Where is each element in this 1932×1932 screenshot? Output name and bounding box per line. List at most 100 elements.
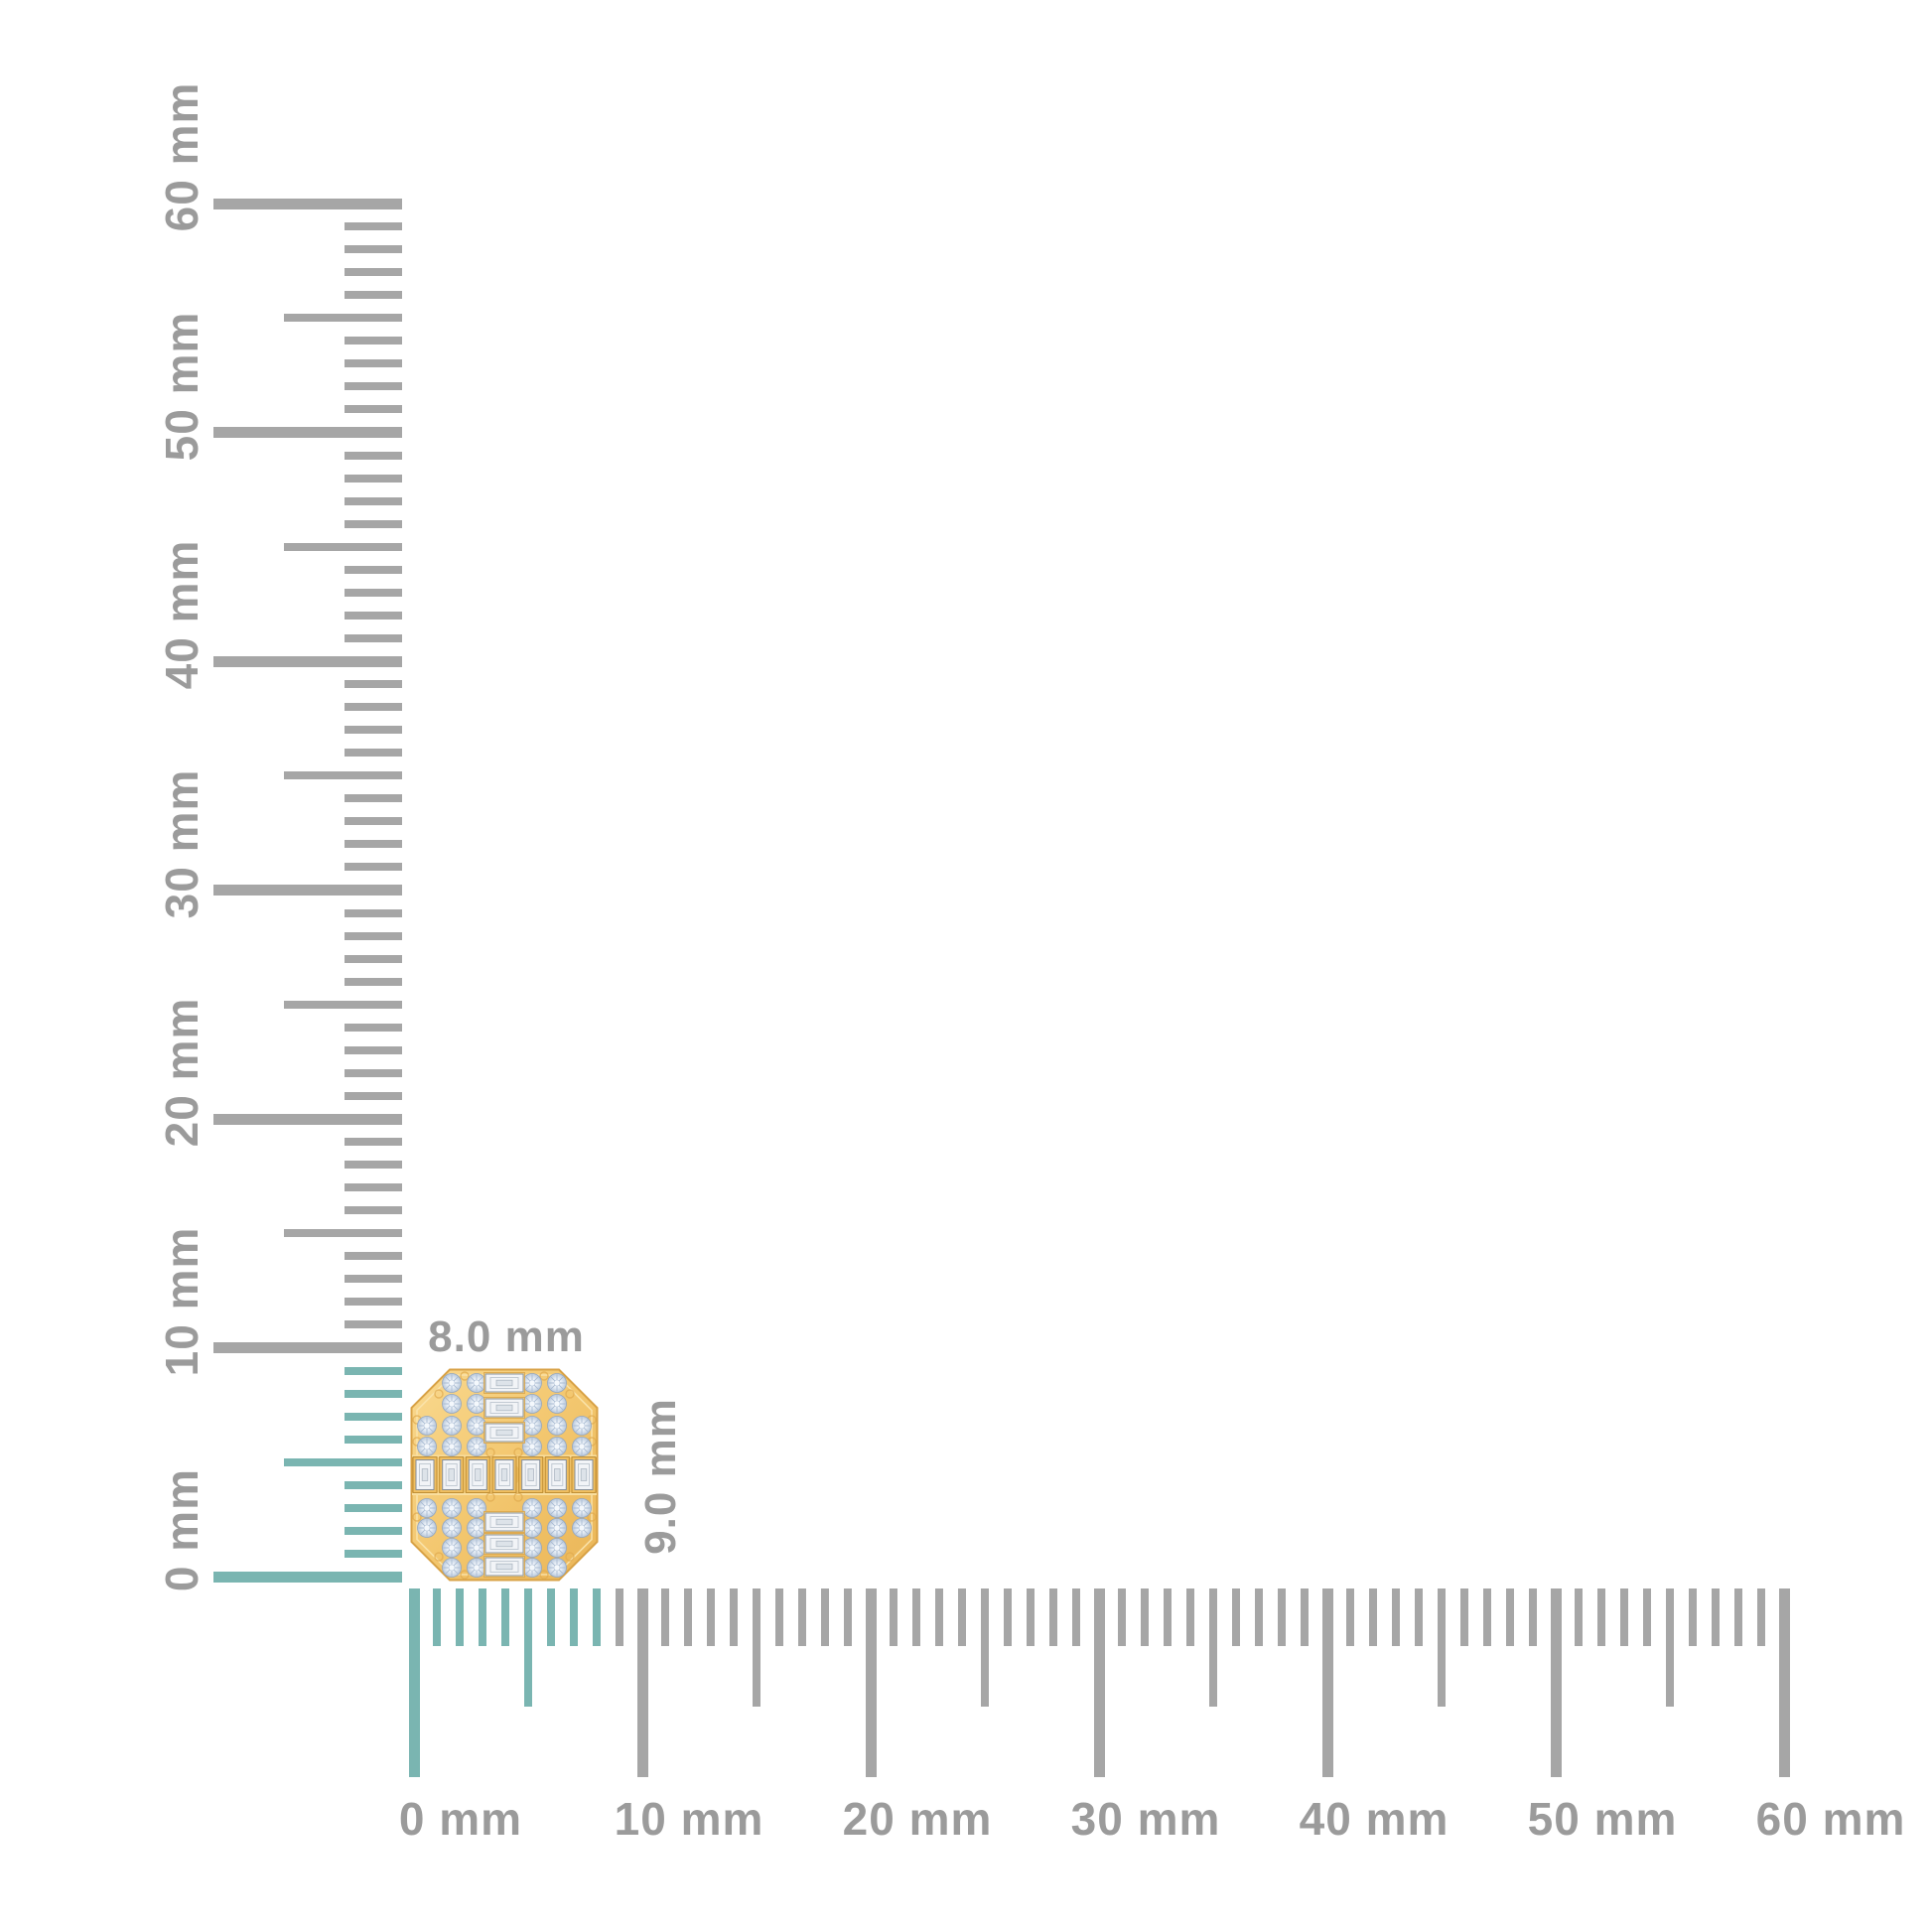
- h-ruler-tick: [1346, 1588, 1354, 1646]
- round-diamond: [417, 1437, 437, 1456]
- h-ruler-tick: [1209, 1588, 1217, 1707]
- h-ruler-label: 0 mm: [398, 1793, 523, 1845]
- v-ruler-tick: [345, 405, 402, 414]
- h-ruler-tick: [1597, 1588, 1605, 1646]
- h-ruler-tick: [981, 1588, 989, 1707]
- v-ruler-tick: [345, 1435, 402, 1444]
- baguette-diamond: [483, 1533, 525, 1555]
- round-diamond: [522, 1558, 542, 1578]
- h-ruler-tick: [935, 1588, 943, 1646]
- v-ruler-tick: [345, 291, 402, 300]
- v-ruler-tick: [213, 198, 402, 209]
- round-diamond: [547, 1373, 567, 1393]
- h-ruler-tick: [524, 1588, 532, 1707]
- h-ruler-tick: [501, 1588, 509, 1646]
- h-ruler-tick: [753, 1588, 760, 1707]
- v-ruler-tick: [213, 1571, 402, 1583]
- h-ruler-tick: [1141, 1588, 1149, 1646]
- v-ruler-tick: [345, 268, 402, 277]
- band-rail-bottom: [412, 1492, 597, 1495]
- round-diamond: [547, 1558, 567, 1578]
- h-ruler-tick: [1712, 1588, 1720, 1646]
- v-ruler-tick: [345, 359, 402, 368]
- v-ruler-tick: [345, 908, 402, 917]
- v-ruler-tick: [345, 1161, 402, 1170]
- h-ruler-label: 30 mm: [1070, 1793, 1221, 1845]
- v-ruler-tick: [345, 1206, 402, 1215]
- v-ruler-tick: [213, 885, 402, 896]
- h-ruler-tick: [775, 1588, 783, 1646]
- h-ruler-tick: [1415, 1588, 1423, 1646]
- v-ruler-tick: [345, 1526, 402, 1535]
- v-ruler-tick: [345, 680, 402, 689]
- v-ruler-tick: [284, 314, 402, 323]
- round-diamond: [572, 1498, 592, 1518]
- round-diamond: [417, 1518, 437, 1538]
- round-diamond: [467, 1373, 486, 1393]
- h-ruler-tick: [1550, 1588, 1562, 1777]
- round-diamond: [442, 1498, 462, 1518]
- h-ruler-tick: [821, 1588, 829, 1646]
- round-diamond: [442, 1518, 462, 1538]
- round-diamond: [417, 1498, 437, 1518]
- h-ruler-tick: [1392, 1588, 1400, 1646]
- v-ruler-tick: [345, 245, 402, 254]
- h-ruler-tick: [636, 1588, 648, 1777]
- baguette-diamond: [465, 1456, 490, 1493]
- h-ruler-tick: [456, 1588, 464, 1646]
- v-ruler-tick: [345, 726, 402, 735]
- h-ruler-tick: [1186, 1588, 1194, 1646]
- round-diamond: [522, 1518, 542, 1538]
- v-ruler-tick: [345, 1480, 402, 1489]
- h-ruler-tick: [1164, 1588, 1172, 1646]
- h-ruler-tick: [1460, 1588, 1468, 1646]
- h-ruler-tick: [844, 1588, 852, 1646]
- v-ruler-tick: [345, 496, 402, 505]
- h-ruler-tick: [1072, 1588, 1080, 1646]
- v-ruler-tick: [345, 1366, 402, 1375]
- h-ruler-tick: [1118, 1588, 1126, 1646]
- h-ruler-tick: [1027, 1588, 1035, 1646]
- v-ruler-tick: [345, 1045, 402, 1054]
- baguette-diamond: [544, 1456, 570, 1493]
- v-ruler-tick: [345, 1503, 402, 1512]
- round-diamond: [467, 1416, 486, 1436]
- baguette-diamond: [483, 1511, 525, 1533]
- band-rail-top: [412, 1454, 597, 1457]
- round-diamond: [547, 1437, 567, 1456]
- round-diamond: [442, 1558, 462, 1578]
- h-ruler-tick: [570, 1588, 578, 1646]
- h-ruler-tick: [1369, 1588, 1377, 1646]
- round-diamond: [442, 1373, 462, 1393]
- v-ruler-tick: [284, 542, 402, 551]
- round-diamond: [522, 1373, 542, 1393]
- round-diamond: [572, 1518, 592, 1538]
- v-ruler-tick: [345, 1389, 402, 1398]
- h-ruler-label: 20 mm: [842, 1793, 993, 1845]
- h-ruler-label: 40 mm: [1299, 1793, 1449, 1845]
- v-ruler-tick: [345, 1091, 402, 1100]
- v-ruler-label: 50 mm: [156, 311, 207, 461]
- product-height-label: 9.0 mm: [636, 1398, 685, 1555]
- round-diamond: [522, 1394, 542, 1414]
- h-ruler-tick: [1049, 1588, 1057, 1646]
- v-ruler-tick: [345, 1412, 402, 1421]
- v-ruler-tick: [213, 1342, 402, 1353]
- v-ruler-label: 20 mm: [156, 997, 207, 1148]
- v-ruler-label: 0 mm: [156, 1467, 207, 1592]
- baguette-diamond: [571, 1456, 597, 1493]
- v-ruler-tick: [345, 1023, 402, 1032]
- round-diamond: [467, 1538, 486, 1558]
- round-diamond: [467, 1394, 486, 1414]
- round-diamond: [547, 1518, 567, 1538]
- h-ruler-tick: [684, 1588, 692, 1646]
- v-ruler-tick: [345, 863, 402, 872]
- h-ruler-tick: [912, 1588, 920, 1646]
- v-ruler-tick: [345, 1252, 402, 1261]
- baguette-diamond: [483, 1556, 525, 1578]
- v-ruler-tick: [345, 1068, 402, 1077]
- h-ruler-tick: [1734, 1588, 1742, 1646]
- h-ruler-label: 10 mm: [614, 1793, 764, 1845]
- round-diamond: [522, 1437, 542, 1456]
